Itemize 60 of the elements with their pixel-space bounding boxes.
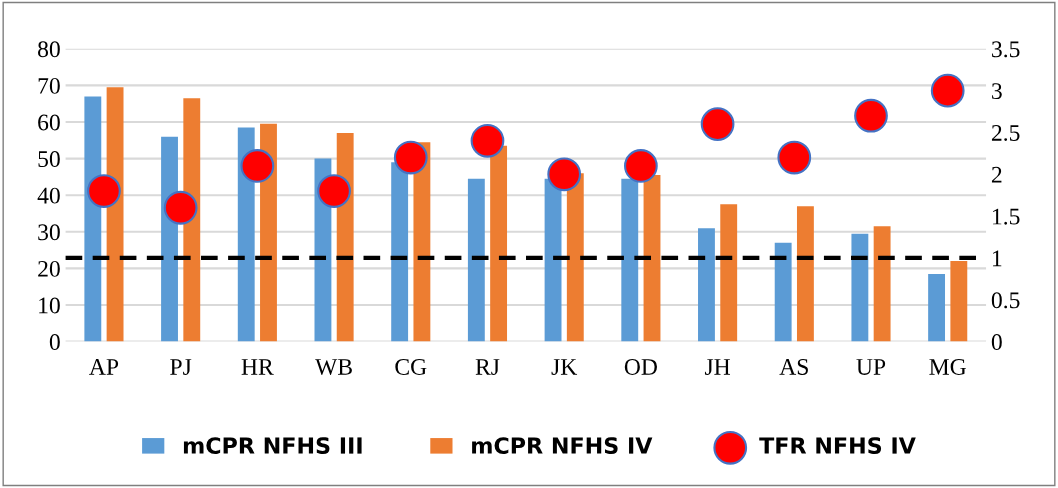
x-tick-label: OD [624, 359, 657, 375]
point [930, 73, 965, 108]
point [700, 107, 735, 141]
legend-label: mCPR NFHS III [183, 437, 362, 454]
point [547, 157, 582, 192]
x-tick-label: MG [929, 359, 966, 375]
y-tick-label: 30 [38, 224, 60, 241]
y2-tick-label: 0.5 [991, 292, 1020, 309]
x-tick-label: AP [89, 359, 119, 375]
y2-tick-label: 3.5 [992, 41, 1020, 58]
y-tick-label: 80 [38, 41, 60, 58]
bar [796, 206, 814, 342]
y-tick-label: 50 [38, 151, 60, 168]
y2-tick-label: 3 [992, 83, 1002, 100]
y2-tick-label: 2 [991, 166, 1002, 183]
x-tick-label: HR [241, 359, 274, 375]
bar [84, 96, 102, 342]
y-tick-label: 20 [38, 260, 60, 277]
y-tick-label: 40 [37, 187, 60, 204]
y2-tick-label: 2.5 [991, 125, 1020, 141]
point [163, 190, 198, 225]
bar [490, 145, 508, 342]
bar [873, 226, 891, 342]
bar [928, 273, 946, 342]
point [87, 174, 121, 208]
y-tick-label: 70 [38, 77, 60, 94]
legend-label: TFR NFHS IV [759, 437, 916, 454]
y-tick-label: 0 [49, 334, 60, 351]
x-tick-label: WB [315, 359, 352, 376]
x-tick-label: RJ [475, 359, 500, 375]
y2-tick-label: 1.5 [992, 208, 1020, 225]
y2-tick-label: 1 [992, 250, 1002, 267]
bar [774, 242, 792, 342]
point [317, 174, 351, 208]
legend-label: mCPR NFHS IV [472, 437, 653, 454]
y2-tick-label: 0 [991, 334, 1002, 351]
bar [698, 228, 715, 342]
bar [566, 173, 584, 342]
point [624, 149, 658, 183]
point [470, 123, 505, 158]
x-tick-label: AS [779, 359, 808, 375]
x-tick-label: CG [395, 359, 427, 375]
x-tick-label: PJ [170, 359, 192, 375]
point [240, 149, 275, 183]
x-tick-label: JH [704, 359, 731, 375]
bar [467, 178, 485, 342]
x-tick-label: JK [551, 359, 578, 375]
bar [851, 233, 869, 342]
bar [106, 87, 124, 342]
x-tick-label: UP [856, 359, 886, 375]
point [393, 140, 428, 175]
bar [950, 261, 968, 342]
bar [643, 175, 661, 342]
point [777, 140, 812, 175]
y-tick-label: 10 [39, 297, 60, 314]
point [854, 98, 888, 133]
bar [720, 204, 738, 342]
bar [391, 162, 409, 342]
bar [621, 178, 639, 342]
y-tick-label: 60 [38, 114, 60, 131]
